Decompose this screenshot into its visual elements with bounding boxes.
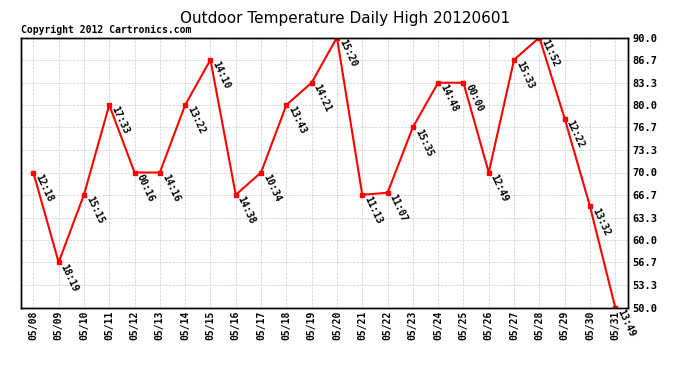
Text: 10:34: 10:34: [261, 172, 282, 203]
Text: 00:16: 00:16: [135, 172, 156, 203]
Text: 18:19: 18:19: [59, 262, 80, 293]
Text: 11:07: 11:07: [388, 193, 409, 224]
Text: Copyright 2012 Cartronics.com: Copyright 2012 Cartronics.com: [21, 25, 191, 35]
Text: 15:33: 15:33: [514, 60, 535, 91]
Text: 17:33: 17:33: [109, 105, 130, 136]
Text: 14:21: 14:21: [312, 83, 333, 114]
Text: 13:43: 13:43: [286, 105, 308, 136]
Text: 14:38: 14:38: [236, 195, 257, 226]
Text: 12:49: 12:49: [489, 172, 510, 203]
Text: 11:52: 11:52: [540, 38, 561, 68]
Text: 13:32: 13:32: [590, 206, 611, 237]
Text: 14:16: 14:16: [160, 172, 181, 203]
Text: 13:22: 13:22: [185, 105, 206, 136]
Text: 12:22: 12:22: [564, 118, 586, 149]
Text: 14:10: 14:10: [210, 60, 232, 91]
Text: 12:18: 12:18: [33, 172, 55, 203]
Text: Outdoor Temperature Daily High 20120601: Outdoor Temperature Daily High 20120601: [180, 11, 510, 26]
Text: 15:35: 15:35: [413, 127, 434, 158]
Text: 15:20: 15:20: [337, 38, 358, 68]
Text: 13:49: 13:49: [615, 308, 637, 338]
Text: 15:15: 15:15: [84, 195, 106, 226]
Text: 11:13: 11:13: [362, 195, 384, 226]
Text: 00:00: 00:00: [464, 83, 485, 114]
Text: 14:48: 14:48: [438, 83, 460, 114]
